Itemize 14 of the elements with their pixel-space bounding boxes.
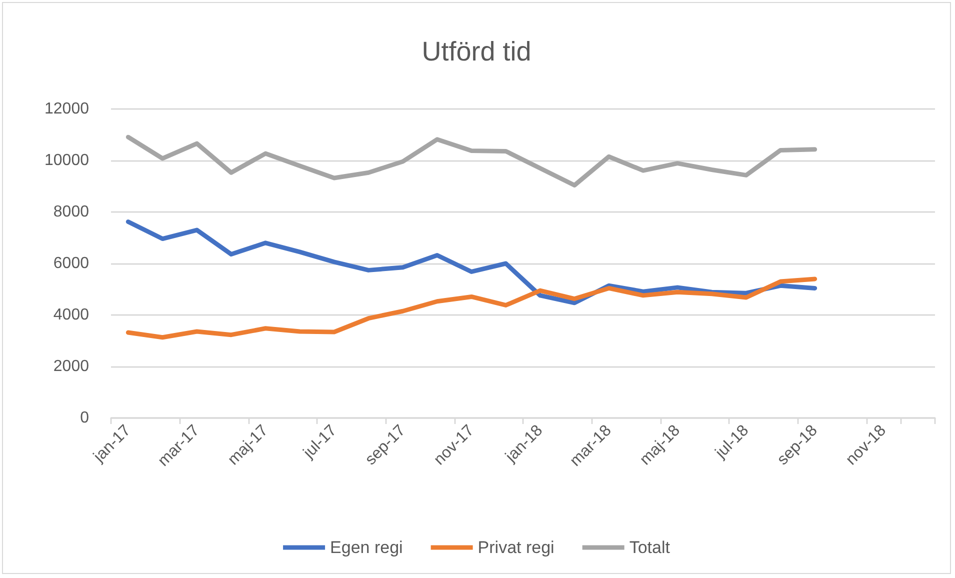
y-tick-label: 12000 xyxy=(44,100,90,118)
legend-label: Totalt xyxy=(629,538,670,557)
legend-label: Privat regi xyxy=(478,538,554,557)
line-series xyxy=(126,134,818,188)
line-series xyxy=(126,220,818,306)
y-tick-label: 10000 xyxy=(44,152,90,169)
line-series xyxy=(126,276,818,340)
y-tick-label: 6000 xyxy=(53,255,90,272)
y-tick-label: 0 xyxy=(80,410,90,426)
y-tick-label: 2000 xyxy=(53,358,90,375)
y-tick-label: 8000 xyxy=(53,204,90,220)
chart-title: Utförd tid xyxy=(422,36,532,66)
y-tick-label: 4000 xyxy=(53,306,90,324)
legend-label: Egen regi xyxy=(330,538,403,557)
